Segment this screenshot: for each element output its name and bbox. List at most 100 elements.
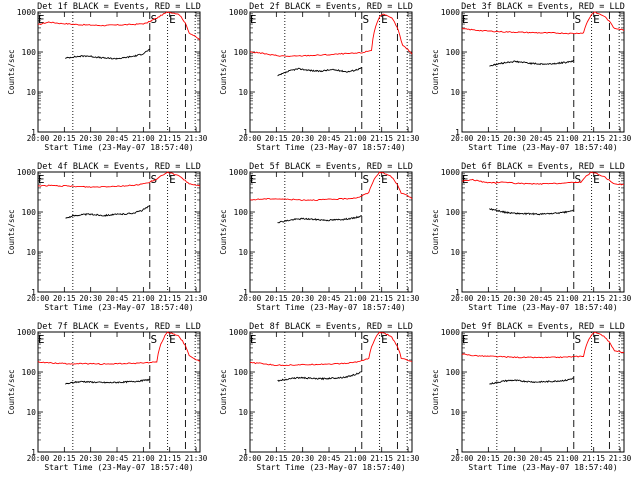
y-tick-label: 10 (450, 248, 460, 257)
y-tick-label: 100 (234, 48, 249, 57)
x-tick-label: 21:30 (609, 294, 632, 303)
panel-title: Det 3f BLACK = Events, RED = LLD (461, 2, 625, 12)
panel-title: Det 2f BLACK = Events, RED = LLD (249, 2, 413, 12)
y-tick-label: 1000 (17, 168, 36, 177)
x-tick-label: 21:00 (344, 134, 367, 143)
plot-frame (249, 171, 413, 293)
plot-frame (37, 11, 201, 133)
y-tick-label: 10 (26, 408, 36, 417)
x-tick-label: 21:30 (185, 294, 208, 303)
panel-det-4: Det 4f BLACK = Events, RED = LLD 1 10 100 10… (7, 162, 208, 312)
y-tick-label: 1000 (441, 8, 460, 17)
y-tick-label: 1 (243, 288, 248, 297)
interval-marker: E (38, 333, 45, 346)
y-axis-label: Counts/sec (431, 49, 440, 94)
panel-det-6: Det 6f BLACK = Events, RED = LLD 1 10 100 10… (431, 162, 632, 312)
series-line-lld (461, 11, 625, 35)
y-tick-label: 1 (243, 128, 248, 137)
interval-marker: E (593, 173, 600, 186)
x-tick-label: 20:15 (477, 454, 500, 463)
interval-marker: S (575, 13, 582, 26)
y-tick-label: 1000 (17, 328, 36, 337)
x-tick-label: 20:30 (79, 134, 102, 143)
interval-marker: E (250, 13, 257, 26)
interval-marker: E (593, 333, 600, 346)
panel-det-7: Det 7f BLACK = Events, RED = LLD 1 10 100 10… (7, 322, 208, 472)
x-tick-label: 20:45 (318, 454, 341, 463)
interval-marker: E (462, 333, 469, 346)
plot-frame (37, 331, 201, 453)
x-tick-label: 20:00 (27, 294, 50, 303)
x-tick-label: 21:30 (397, 454, 420, 463)
y-axis-label: Counts/sec (219, 49, 228, 94)
x-axis-label: Start Time (23-May-07 18:57:40) (256, 463, 405, 472)
series-line-events (489, 60, 574, 67)
x-tick-label: 20:30 (79, 294, 102, 303)
x-tick-label: 21:00 (132, 454, 155, 463)
x-tick-label: 21:30 (185, 454, 208, 463)
interval-marker: E (169, 173, 176, 186)
x-tick-label: 20:15 (477, 134, 500, 143)
x-tick-label: 21:00 (556, 134, 579, 143)
y-tick-label: 10 (450, 88, 460, 97)
y-tick-label: 100 (446, 208, 461, 217)
x-tick-label: 21:15 (582, 134, 605, 143)
y-tick-label: 100 (234, 368, 249, 377)
interval-marker: E (169, 13, 176, 26)
series-line-lld (249, 171, 413, 201)
panel-title: Det 5f BLACK = Events, RED = LLD (249, 162, 413, 172)
x-axis-label: Start Time (23-May-07 18:57:40) (44, 143, 193, 152)
x-tick-label: 20:15 (53, 454, 76, 463)
y-axis-label: Counts/sec (431, 209, 440, 254)
x-tick-label: 20:45 (318, 134, 341, 143)
x-axis-label: Start Time (23-May-07 18:57:40) (256, 143, 405, 152)
series-line-events (277, 215, 362, 224)
series-line-lld (37, 171, 201, 188)
x-tick-label: 20:30 (79, 454, 102, 463)
x-tick-label: 20:45 (530, 294, 553, 303)
plot-frame (37, 171, 201, 293)
series-line-events (489, 377, 575, 385)
x-tick-label: 21:15 (158, 294, 181, 303)
y-tick-label: 1000 (441, 328, 460, 337)
interval-marker: S (575, 173, 582, 186)
x-axis-label: Start Time (23-May-07 18:57:40) (468, 143, 617, 152)
panel-det-1: Det 1f BLACK = Events, RED = LLD 1 10 100 10… (7, 2, 208, 152)
x-tick-label: 20:00 (451, 294, 474, 303)
series-line-events (277, 67, 363, 77)
interval-marker: E (381, 173, 388, 186)
panel-det-2: Det 2f BLACK = Events, RED = LLD 1 10 100 10… (219, 2, 420, 152)
x-tick-label: 20:00 (27, 134, 50, 143)
y-tick-label: 1 (455, 288, 460, 297)
y-axis-label: Counts/sec (219, 369, 228, 414)
x-tick-label: 20:00 (451, 454, 474, 463)
x-axis-label: Start Time (23-May-07 18:57:40) (44, 303, 193, 312)
y-tick-label: 1000 (229, 168, 248, 177)
panel-title: Det 9f BLACK = Events, RED = LLD (461, 322, 625, 332)
y-axis-label: Counts/sec (7, 209, 16, 254)
interval-marker: E (381, 333, 388, 346)
y-tick-label: 10 (238, 408, 248, 417)
x-tick-label: 21:15 (582, 454, 605, 463)
y-tick-label: 10 (26, 248, 36, 257)
panel-title: Det 6f BLACK = Events, RED = LLD (461, 162, 625, 172)
interval-marker: E (38, 173, 45, 186)
panel-det-9: Det 9f BLACK = Events, RED = LLD 1 10 100 10… (431, 322, 632, 472)
x-tick-label: 21:00 (132, 294, 155, 303)
panel-det-8: Det 8f BLACK = Events, RED = LLD 1 10 100 10… (219, 322, 420, 472)
y-tick-label: 1 (31, 288, 36, 297)
x-tick-label: 20:30 (503, 454, 526, 463)
x-tick-label: 20:00 (239, 454, 262, 463)
interval-marker: S (363, 13, 370, 26)
interval-marker: S (151, 333, 158, 346)
y-tick-label: 10 (26, 88, 36, 97)
x-tick-label: 21:30 (185, 134, 208, 143)
series-line-events (489, 208, 574, 216)
x-tick-label: 21:15 (370, 454, 393, 463)
x-axis-label: Start Time (23-May-07 18:57:40) (468, 303, 617, 312)
y-axis-label: Counts/sec (219, 209, 228, 254)
series-line-lld (37, 11, 201, 41)
x-axis-label: Start Time (23-May-07 18:57:40) (44, 463, 193, 472)
x-tick-label: 20:45 (106, 294, 129, 303)
y-tick-label: 100 (22, 48, 37, 57)
